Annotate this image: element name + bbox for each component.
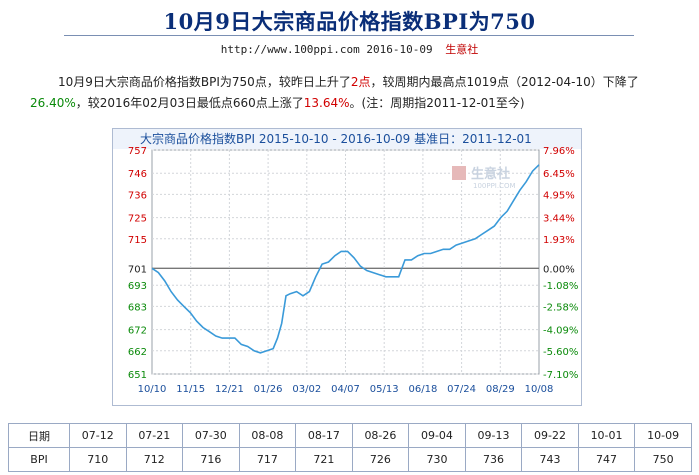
history-date-cell: 07-12 — [69, 423, 127, 448]
history-value-cell: 743 — [521, 447, 579, 472]
y-tick-label-left: 757 — [128, 146, 147, 157]
y-tick-label-right: -4.09% — [543, 326, 578, 337]
y-tick-label-left: 651 — [128, 370, 147, 381]
y-tick-label-right: -1.08% — [543, 281, 578, 292]
x-tick-label: 01/26 — [254, 384, 283, 395]
history-date-cell: 07-30 — [182, 423, 240, 448]
history-value-cell: 750 — [634, 447, 692, 472]
history-date-cell: 10-09 — [634, 423, 692, 448]
history-value-cell: 747 — [577, 447, 636, 472]
history-date-cell: 09-13 — [464, 423, 523, 448]
y-tick-label-left: 662 — [128, 347, 147, 358]
x-tick-label: 04/07 — [331, 384, 360, 395]
x-tick-label: 12/21 — [215, 384, 244, 395]
x-tick-label: 11/15 — [176, 384, 205, 395]
history-value-cell: 730 — [408, 447, 466, 472]
watermark-text: 生意社 — [471, 166, 510, 182]
y-tick-label-right: -2.58% — [543, 302, 578, 313]
y-tick-label-left: 736 — [128, 190, 147, 201]
history-date-cell: 08-26 — [351, 423, 410, 448]
x-tick-label: 06/18 — [408, 384, 437, 395]
history-date-cell: 10-01 — [577, 423, 636, 448]
history-row-dates: 日期 07-12 07-21 07-30 08-08 08-17 08-26 09-04 09… — [8, 423, 692, 448]
bpi-chart-svg: 大宗商品价格指数BPI 2015-10-10 - 2016-10-09 基准日：… — [112, 128, 582, 406]
bpi-series-line — [151, 164, 540, 354]
history-row-label: BPI — [8, 447, 70, 472]
history-date-cell: 07-21 — [125, 423, 184, 448]
summary-text-2: ，较周期内最高点1019点（2012-04-10）下降了 — [370, 75, 639, 89]
history-date-cell: 09-04 — [408, 423, 466, 448]
source-date: 2016-10-09 — [366, 43, 433, 56]
page-title: 10月9日大宗商品价格指数BPI为750 — [163, 9, 536, 34]
history-value-cell: 712 — [125, 447, 184, 472]
chart-title: 大宗商品价格指数BPI 2015-10-10 - 2016-10-09 基准日：… — [140, 131, 532, 146]
history-value-cell: 736 — [464, 447, 523, 472]
history-value-cell: 721 — [295, 447, 353, 472]
history-value-cell: 710 — [69, 447, 127, 472]
watermark-url: 100PPI.COM — [473, 182, 516, 190]
summary-text-1: 10月9日大宗商品价格指数BPI为750点，较昨日上升了 — [58, 75, 351, 89]
history-table: 日期 07-12 07-21 07-30 08-08 08-17 08-26 09-04 09… — [8, 423, 692, 472]
history-row-values: BPI 710 712 716 717 721 726 730 736 743 747 750 — [8, 447, 692, 472]
summary-up-points: 2点 — [350, 75, 371, 89]
y-tick-label-left: 715 — [128, 235, 147, 246]
x-tick-label: 05/13 — [370, 384, 399, 395]
history-date-cell: 08-08 — [238, 423, 297, 448]
y-tick-label-right: 1.93% — [543, 235, 575, 246]
source-site-link[interactable]: 生意社 — [445, 43, 479, 56]
y-tick-label-left: 701 — [128, 264, 147, 275]
history-value-cell: 716 — [182, 447, 240, 472]
y-tick-label-right: 4.95% — [543, 190, 575, 201]
history-date-cell: 08-17 — [295, 423, 353, 448]
y-tick-label-left: 672 — [128, 326, 147, 337]
y-tick-label-left: 693 — [128, 281, 147, 292]
title-divider — [64, 35, 634, 36]
x-tick-label: 08/29 — [486, 384, 515, 395]
source-line: http://www.100ppi.com 2016-10-09 生意社 — [0, 41, 699, 57]
y-tick-label-right: 7.96% — [543, 146, 575, 157]
chart-title-band — [113, 129, 581, 149]
summary-rise-pct: 13.64% — [303, 96, 350, 110]
y-tick-label-left: 683 — [128, 302, 147, 313]
x-tick-label: 07/24 — [447, 384, 476, 395]
summary-text-3: ，较2016年02月03日最低点660点上涨了 — [75, 96, 304, 110]
history-date-cell: 09-22 — [521, 423, 579, 448]
source-url[interactable]: http://www.100ppi.com — [220, 43, 360, 56]
x-tick-label: 03/02 — [292, 384, 321, 395]
y-tick-label-right: -5.60% — [543, 347, 578, 358]
summary-text-4: 。(注：周期指2011-12-01至今) — [349, 96, 525, 110]
watermark-logo-icon — [452, 166, 466, 180]
y-tick-label-left: 746 — [128, 169, 147, 180]
summary-drop-pct: 26.40% — [30, 96, 76, 110]
y-tick-label-right: -7.10% — [543, 370, 578, 381]
history-value-cell: 717 — [238, 447, 297, 472]
summary-paragraph: 10月9日大宗商品价格指数BPI为750点，较昨日上升了2点，较周期内最高点10… — [30, 72, 680, 114]
x-tick-label: 10/08 — [525, 384, 554, 395]
y-tick-label-right: 6.45% — [543, 169, 575, 180]
y-tick-label-right: 3.44% — [543, 214, 575, 225]
y-tick-label-left: 725 — [128, 214, 147, 225]
history-value-cell: 726 — [351, 447, 410, 472]
x-tick-label: 10/10 — [138, 384, 167, 395]
history-row-label: 日期 — [8, 423, 70, 448]
bpi-chart: 大宗商品价格指数BPI 2015-10-10 - 2016-10-09 基准日：… — [112, 128, 582, 406]
y-tick-label-right: 0.00% — [543, 264, 575, 275]
